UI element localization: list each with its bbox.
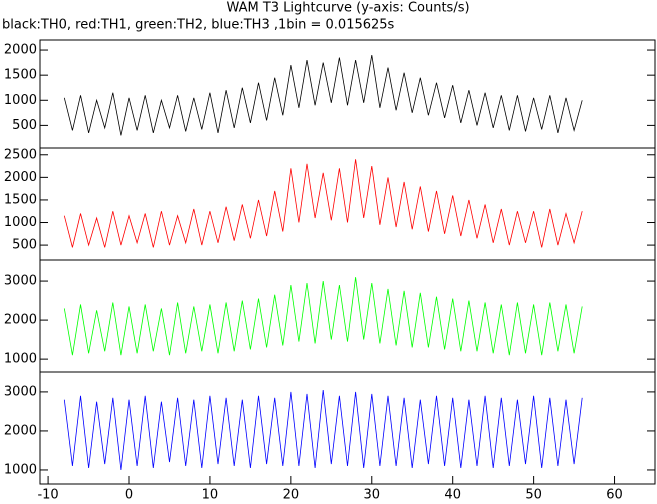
y-tick-label: 1000	[4, 352, 37, 367]
y-tick-label: 500	[12, 238, 37, 253]
x-tick-label: -10	[37, 488, 58, 503]
panel-frame	[39, 39, 656, 149]
x-tick-label: 20	[283, 488, 300, 503]
x-tick-label: 10	[202, 488, 219, 503]
chart-title: WAM T3 Lightcurve (y-axis: Counts/s)	[226, 1, 469, 16]
x-tick-label: 40	[444, 488, 461, 503]
lightcurve	[63, 277, 583, 356]
x-tick-label: 60	[606, 488, 623, 503]
x-tick-label: 0	[125, 488, 133, 503]
y-tick-label: 2500	[4, 147, 37, 162]
panel-frame	[39, 259, 656, 373]
y-tick-label: 2000	[4, 313, 37, 328]
panel-frame	[39, 147, 656, 261]
chart-subtitle: black:TH0, red:TH1, green:TH2, blue:TH3 …	[2, 18, 395, 33]
lightcurve	[63, 159, 583, 248]
y-tick-label: 3000	[4, 384, 37, 399]
lightcurve	[63, 389, 583, 471]
x-tick-label: 50	[525, 488, 542, 503]
y-tick-label: 500	[12, 118, 37, 133]
x-tick-label: 30	[364, 488, 381, 503]
y-tick-label: 1000	[4, 93, 37, 108]
lightcurve	[63, 55, 583, 136]
panel-frame	[39, 371, 656, 485]
y-tick-label: 1000	[4, 462, 37, 477]
y-tick-label: 3000	[4, 274, 37, 289]
y-tick-label: 1500	[4, 192, 37, 207]
y-tick-label: 2000	[4, 170, 37, 185]
y-tick-label: 2000	[4, 43, 37, 58]
y-tick-label: 1500	[4, 68, 37, 83]
y-tick-label: 1000	[4, 215, 37, 230]
y-tick-label: 2000	[4, 423, 37, 438]
